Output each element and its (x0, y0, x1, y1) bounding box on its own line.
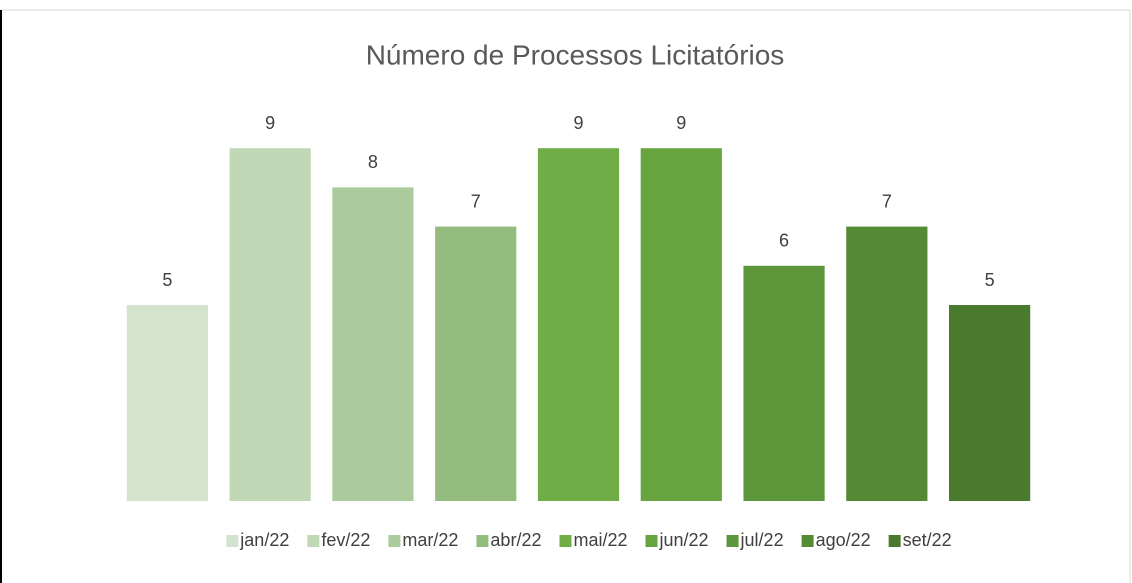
bar (126, 305, 208, 501)
legend-swatch (726, 535, 739, 547)
data-label: 7 (882, 191, 892, 211)
data-label: 6 (779, 231, 789, 251)
data-label: 9 (265, 113, 275, 133)
data-label: 9 (573, 113, 583, 133)
legend-label: abr/22 (490, 530, 541, 550)
legend-swatch (559, 535, 572, 547)
legend-swatch (801, 535, 814, 547)
legend-swatch (645, 535, 658, 547)
legend-swatch (476, 535, 489, 547)
legend-label: jan/22 (239, 530, 289, 550)
legend-label: jul/22 (740, 530, 784, 550)
bar (332, 187, 414, 501)
bar (229, 148, 311, 501)
bar (640, 148, 722, 501)
legend-label: jun/22 (659, 530, 709, 550)
bar (743, 265, 825, 501)
bar (537, 148, 620, 501)
bar (846, 226, 928, 501)
legend-label: mar/22 (402, 530, 458, 550)
bar (435, 226, 517, 501)
legend-swatch (307, 535, 320, 547)
legend-swatch (888, 535, 901, 547)
legend-swatch (226, 535, 239, 547)
data-label: 7 (471, 191, 481, 211)
data-label: 9 (676, 113, 686, 133)
data-label: 5 (162, 270, 172, 290)
legend-label: set/22 (903, 530, 952, 550)
data-label: 8 (368, 152, 378, 172)
chart-title: Número de Processos Licitatórios (366, 39, 785, 70)
legend-swatch (388, 535, 401, 547)
data-label: 5 (985, 270, 995, 290)
legend-label: mai/22 (573, 530, 627, 550)
bar (949, 305, 1031, 501)
legend-label: ago/22 (816, 530, 871, 550)
legend-label: fev/22 (321, 530, 370, 550)
